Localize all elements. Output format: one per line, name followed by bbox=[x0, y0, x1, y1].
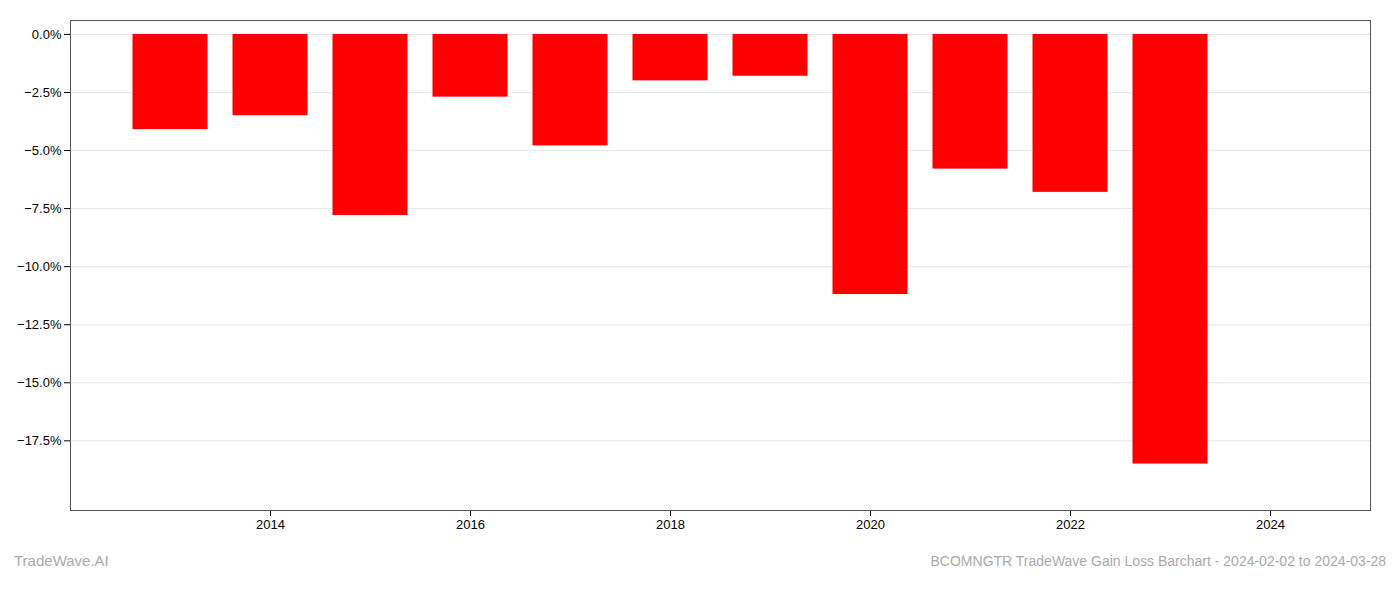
html-text:TradeWave.AI: TradeWave.AI bbox=[14, 552, 109, 569]
html-text:BCOMNGTR TradeWave Gain Loss B: BCOMNGTR TradeWave Gain Loss Barchart - … bbox=[930, 553, 1386, 569]
svg-text:−15.0%: −15.0% bbox=[17, 375, 62, 390]
svg-text:2020: 2020 bbox=[856, 517, 885, 532]
svg-text:2022: 2022 bbox=[1056, 517, 1085, 532]
svg-text:−10.0%: −10.0% bbox=[17, 259, 62, 274]
svg-text:2016: 2016 bbox=[456, 517, 485, 532]
svg-text:−12.5%: −12.5% bbox=[17, 317, 62, 332]
svg-text:−5.0%: −5.0% bbox=[24, 143, 62, 158]
svg-text:2024: 2024 bbox=[1256, 517, 1285, 532]
svg-text:−7.5%: −7.5% bbox=[24, 201, 62, 216]
svg-text:−2.5%: −2.5% bbox=[24, 85, 62, 100]
svg-text:0.0%: 0.0% bbox=[32, 27, 62, 42]
svg-text:2018: 2018 bbox=[656, 517, 685, 532]
svg-text:−17.5%: −17.5% bbox=[17, 433, 62, 448]
svg-text:2014: 2014 bbox=[256, 517, 285, 532]
